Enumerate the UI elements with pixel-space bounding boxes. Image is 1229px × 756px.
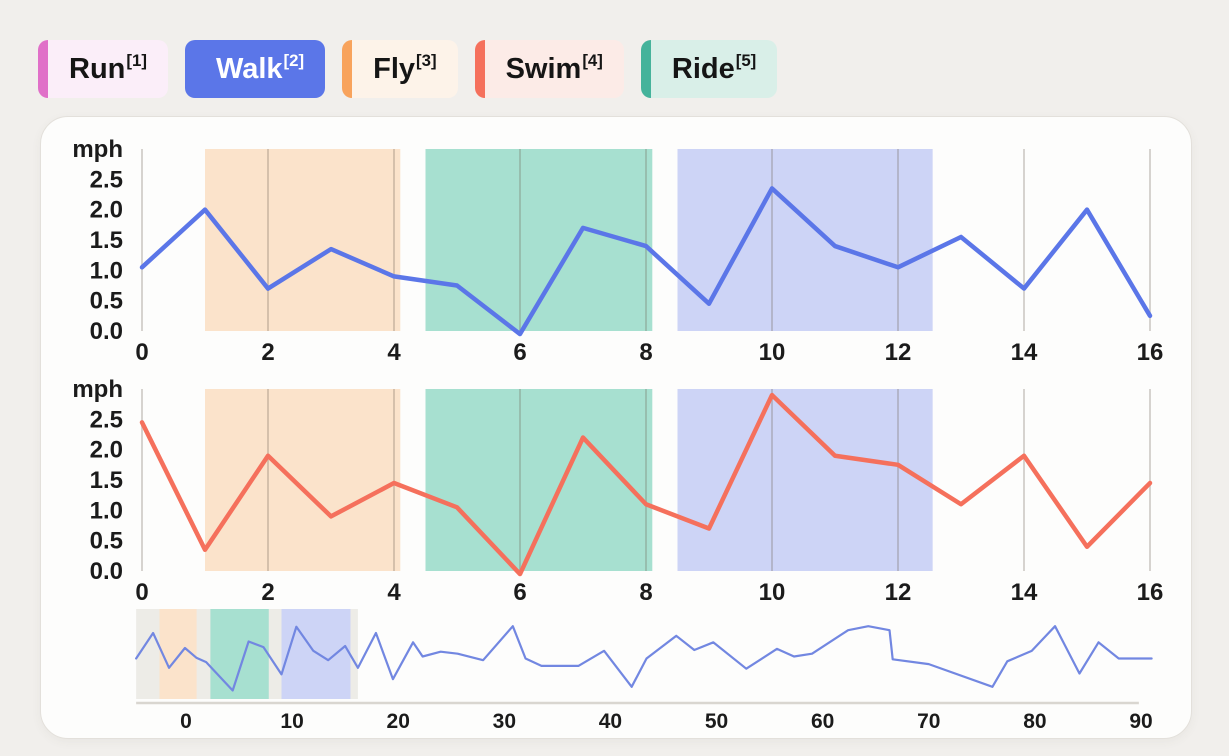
overview-x-tick-label: 50	[705, 710, 728, 733]
walk-chart-line	[139, 186, 1153, 337]
walk-chart-x-tick-label: 2	[261, 339, 274, 366]
legend-chip-fly-label: Fly [3]	[352, 40, 458, 98]
overview-x-tick-label: 40	[599, 710, 622, 733]
swim-chart-region-fly	[205, 389, 401, 571]
legend-chip-ride-label: Ride [5]	[650, 40, 778, 98]
overview-x-tick-label: 60	[811, 710, 834, 733]
run-color-swatch	[38, 40, 48, 98]
overview-line	[135, 625, 1153, 692]
run-shortcut-sup: [1]	[126, 51, 147, 71]
ride-color-swatch	[640, 40, 651, 98]
walk-chart-x-tick-label: 10	[759, 339, 786, 366]
swim-chart-x-tick-label: 2	[261, 579, 274, 606]
swim-chart-x-tick-label: 16	[1137, 579, 1164, 606]
overview-x-tick-label: 20	[387, 710, 410, 733]
legend-chip-fly[interactable]: Fly [3]	[342, 40, 458, 98]
swim-chart-y-tick-label: 0.5	[90, 528, 123, 555]
activity-legend: Run [1] Walk [2] Fly [3] Swim [4] Ride [5]	[38, 40, 778, 98]
walk-chart-x-tick-label: 8	[639, 339, 652, 366]
fly-color-swatch	[342, 40, 353, 98]
legend-chip-swim[interactable]: Swim [4]	[474, 40, 624, 98]
ride-shortcut-sup: [5]	[735, 51, 757, 71]
overview-x-tick-label: 30	[493, 710, 516, 733]
swim-chart-region-ride	[425, 389, 653, 571]
walk-chart-y-tick-label: 1.0	[90, 257, 123, 284]
overview-x-tick-label: 10	[280, 710, 303, 733]
swim-chart-y-tick-label: 1.0	[90, 497, 123, 524]
swim-chart-x-tick-label: 8	[639, 579, 652, 606]
swim-chart-region-walk	[677, 389, 933, 571]
swim-chart-line	[139, 392, 1153, 577]
legend-chip-walk[interactable]: Walk [2]	[184, 40, 326, 98]
legend-chip-run-label: Run [1]	[48, 40, 168, 98]
swim-chart-y-axis-unit: mph	[72, 376, 123, 403]
swim-chart-y-tick-label: 1.5	[90, 467, 123, 494]
chart-card: 0 2 4 6 8 10 12 14 16 2.5 2.0 1.5 1.0 0.5 0.0 mph 0 2 4 6 8 1…	[40, 116, 1192, 739]
charts-canvas: 0 2 4 6 8 10 12 14 16 2.5 2.0 1.5 1.0 0.5 0.0 mph 0 2 4 6 8 1…	[72, 136, 1164, 733]
walk-chart-y-tick-label: 0.0	[90, 318, 123, 345]
swim-chart-x-tick-label: 6	[513, 579, 526, 606]
walk-chart-y-tick-label: 2.5	[90, 166, 123, 193]
walk-chart-x-tick-label: 0	[135, 339, 148, 366]
walk-chart-y-axis-unit: mph	[72, 136, 123, 163]
walk-chart-x-tick-label: 6	[513, 339, 526, 366]
walk-chart-x-tick-label: 16	[1137, 339, 1164, 366]
walk-color-swatch	[184, 40, 195, 98]
walk-shortcut-sup: [2]	[283, 51, 305, 71]
swim-shortcut-sup: [4]	[582, 51, 603, 71]
walk-chart-region-fly	[205, 149, 401, 331]
overview-region-walk	[281, 609, 351, 699]
swim-chart-y-tick-label: 2.0	[90, 437, 123, 464]
fly-shortcut-sup: [3]	[416, 51, 437, 71]
overview-x-tick-label: 70	[917, 710, 940, 733]
legend-chip-swim-label: Swim [4]	[484, 40, 624, 98]
swim-color-swatch	[474, 40, 485, 98]
swim-chart-x-tick-label: 0	[135, 579, 148, 606]
swim-chart-y-tick-label: 2.5	[90, 406, 123, 433]
walk-chart-y-tick-label: 0.5	[90, 288, 123, 315]
swim-chart-x-tick-label: 12	[885, 579, 912, 606]
legend-chip-ride[interactable]: Ride [5]	[640, 40, 778, 98]
swim-chart-x-tick-label: 14	[1011, 579, 1038, 606]
swim-chart-x-tick-label: 10	[759, 579, 786, 606]
walk-chart-region-walk	[677, 149, 933, 331]
walk-chart-x-tick-label: 4	[387, 339, 401, 366]
walk-chart-y-tick-label: 2.0	[90, 197, 123, 224]
legend-chip-walk-label: Walk [2]	[194, 40, 326, 98]
swim-chart-y-tick-label: 0.0	[90, 558, 123, 585]
walk-chart-x-tick-label: 14	[1011, 339, 1038, 366]
legend-chip-run[interactable]: Run [1]	[38, 40, 168, 98]
walk-chart-x-tick-label: 12	[885, 339, 912, 366]
overview-region-ride	[210, 609, 269, 699]
overview-x-tick-label: 90	[1129, 710, 1152, 733]
walk-chart-y-tick-label: 1.5	[90, 227, 123, 254]
overview-x-tick-label: 0	[180, 710, 192, 733]
swim-chart-x-tick-label: 4	[387, 579, 401, 606]
overview-x-tick-label: 80	[1023, 710, 1046, 733]
